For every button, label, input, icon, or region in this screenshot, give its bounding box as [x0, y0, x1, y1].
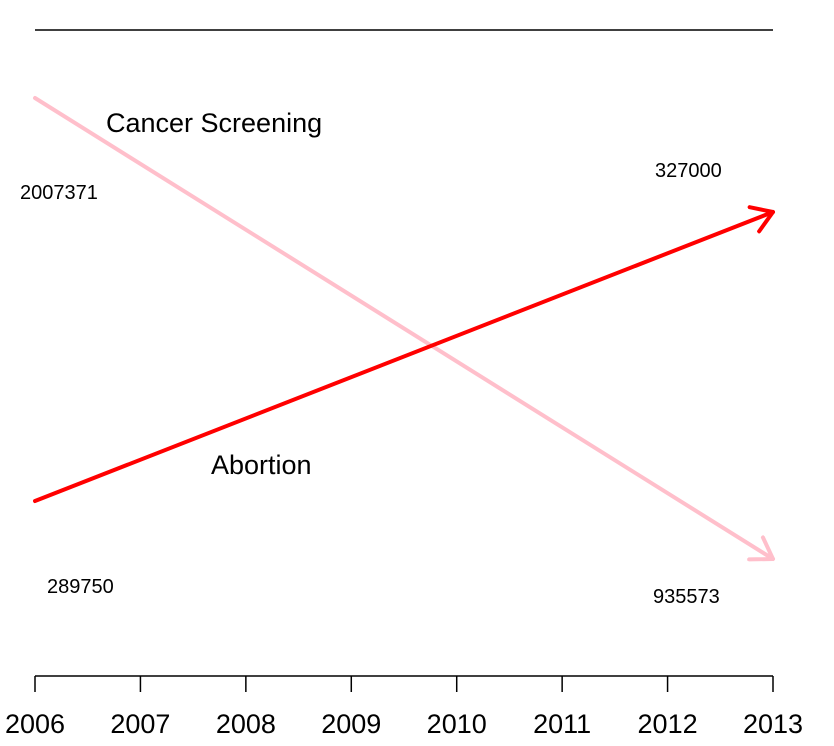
cancer-screening-end-value: 935573	[653, 586, 720, 608]
x-axis: 2006 2007 2008 2009 2010 2011 2012 2013	[5, 675, 803, 739]
x-tick-label-2006: 2006	[5, 709, 65, 739]
cancer-screening-start-value: 2007371	[20, 182, 98, 204]
abortion-end-value: 327000	[655, 160, 722, 182]
x-tick-label-2007: 2007	[110, 709, 170, 739]
abortion-arrow	[33, 205, 775, 503]
x-tick-label-2008: 2008	[216, 709, 276, 739]
x-tick-label-2012: 2012	[638, 709, 698, 739]
abortion-series-label: Abortion	[211, 450, 312, 480]
abortion-start-value: 289750	[47, 576, 114, 598]
x-tick-label-2010: 2010	[427, 709, 487, 739]
x-axis-ticks: 2006 2007 2008 2009 2010 2011 2012 2013	[5, 676, 803, 739]
cancer-screening-arrow	[33, 96, 775, 562]
series-lines	[33, 96, 775, 562]
x-tick-label-2013: 2013	[743, 709, 803, 739]
x-tick-label-2011: 2011	[533, 709, 591, 739]
cancer-screening-series-label: Cancer Screening	[106, 108, 322, 138]
x-tick-label-2009: 2009	[321, 709, 381, 739]
